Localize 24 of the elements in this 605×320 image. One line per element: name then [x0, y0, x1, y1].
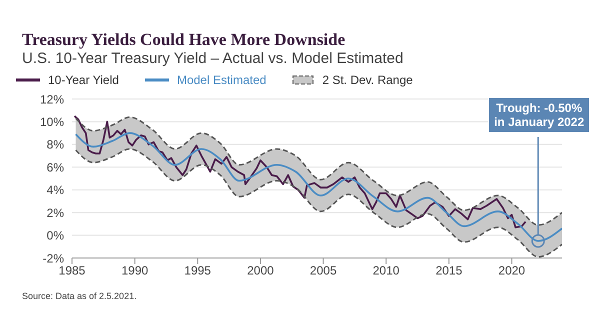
y-tick-label: -2%: [42, 251, 64, 266]
chart-title: Treasury Yields Could Have More Downside: [22, 30, 346, 50]
x-tick-label: 1995: [184, 264, 212, 278]
x-tick-label: 1985: [58, 264, 86, 278]
y-tick-label: 0%: [46, 228, 64, 243]
legend-label: 10-Year Yield: [48, 73, 119, 87]
x-tick-label: 2005: [310, 264, 337, 278]
chart-subtitle: U.S. 10-Year Treasury Yield – Actual vs. Model Estimated: [22, 50, 404, 67]
y-tick-label: 12%: [40, 92, 64, 106]
y-tick-label: 2%: [46, 206, 64, 220]
source-note: Source: Data as of 2.5.2021.: [22, 291, 138, 301]
line-series: [75, 148, 562, 258]
annotation: Trough: -0.50% in January 2022: [488, 97, 590, 133]
y-tick-label: 8%: [46, 138, 64, 152]
y-tick-label: 6%: [46, 160, 64, 174]
x-tick-label: 2010: [372, 264, 400, 278]
x-tick-label: 2015: [436, 264, 463, 278]
legend-label: Model Estimated: [176, 73, 266, 87]
x-tick-label: 2000: [247, 264, 274, 278]
x-tick-label: 1990: [121, 264, 148, 278]
text: 2 St. Dev. Range: [322, 73, 413, 87]
y-tick-label: 4%: [46, 183, 64, 198]
x-tick-label: 2020: [498, 264, 526, 278]
y-tick-label: 10%: [40, 114, 64, 129]
